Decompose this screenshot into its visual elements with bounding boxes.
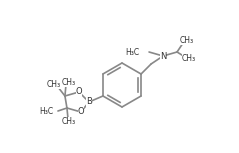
Text: O: O bbox=[78, 108, 84, 116]
Text: N: N bbox=[160, 52, 166, 60]
Text: H₃C: H₃C bbox=[125, 47, 139, 56]
Text: B: B bbox=[86, 97, 92, 106]
Text: CH₃: CH₃ bbox=[182, 54, 196, 62]
Text: O: O bbox=[76, 88, 82, 97]
Text: CH₃: CH₃ bbox=[47, 80, 61, 88]
Text: CH₃: CH₃ bbox=[62, 78, 76, 86]
Text: H₃C: H₃C bbox=[39, 108, 53, 116]
Text: CH₃: CH₃ bbox=[180, 35, 194, 45]
Text: CH₃: CH₃ bbox=[62, 118, 76, 127]
